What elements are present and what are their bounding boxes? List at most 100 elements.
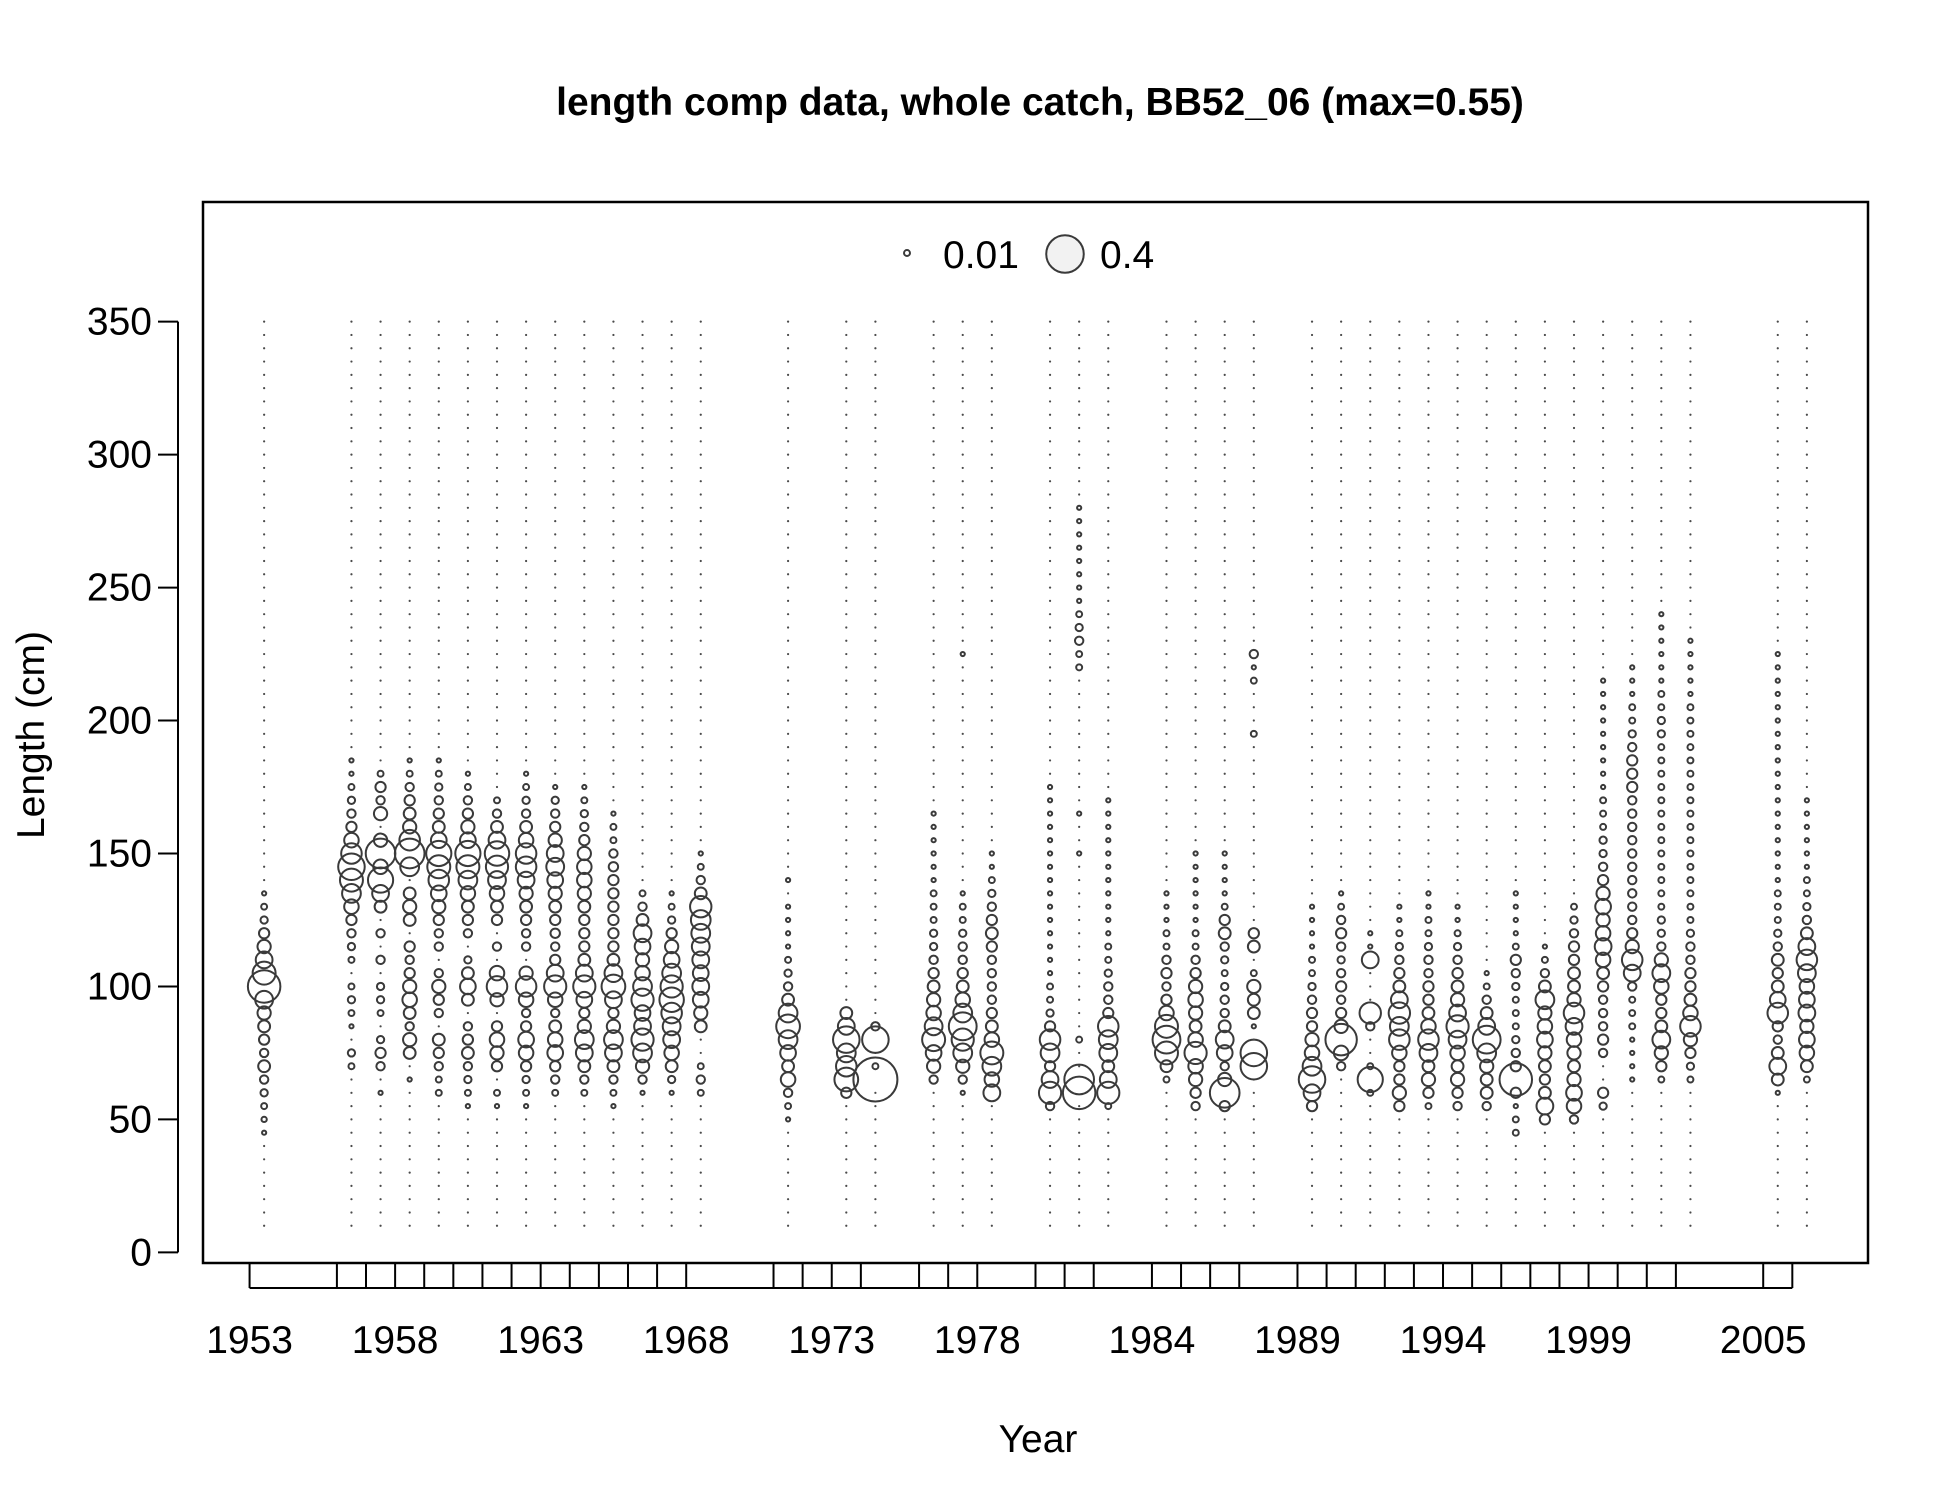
- zero-point: [379, 1171, 382, 1174]
- zero-point: [350, 466, 353, 470]
- zero-point: [1107, 1198, 1110, 1201]
- zero-point: [874, 825, 877, 828]
- zero-point: [1369, 387, 1372, 390]
- zero-point: [641, 865, 644, 868]
- zero-point: [1485, 586, 1488, 589]
- bubble: [462, 928, 474, 939]
- year-column: [337, 320, 366, 1227]
- zero-point: [1340, 626, 1343, 629]
- bubble: [1220, 955, 1230, 965]
- zero-point: [1602, 466, 1605, 470]
- zero-point: [1660, 347, 1663, 350]
- zero-point: [1485, 666, 1488, 669]
- zero-point: [1078, 440, 1081, 443]
- bubble: [1600, 704, 1607, 711]
- zero-point: [1485, 480, 1488, 483]
- zero-point: [408, 586, 411, 589]
- zero-point: [1252, 506, 1255, 509]
- zero-point: [1165, 373, 1168, 376]
- zero-point: [1514, 506, 1517, 509]
- zero-point: [961, 865, 964, 868]
- zero-point: [1310, 387, 1314, 390]
- zero-point: [845, 1144, 848, 1148]
- zero-point: [1689, 599, 1692, 602]
- zero-point: [379, 480, 382, 483]
- zero-point: [1078, 1184, 1081, 1187]
- zero-point: [1485, 1144, 1488, 1148]
- bubble: [1105, 916, 1112, 924]
- zero-point: [1776, 387, 1779, 390]
- bubble: [658, 986, 685, 1013]
- zero-point: [1514, 732, 1517, 735]
- zero-point: [990, 426, 993, 430]
- bubble: [491, 941, 503, 952]
- bubble: [1191, 942, 1200, 951]
- bubble: [1627, 901, 1638, 912]
- zero-point: [1078, 932, 1081, 935]
- bubble: [783, 968, 793, 978]
- zero-point: [1048, 732, 1052, 735]
- zero-point: [1572, 706, 1576, 709]
- zero-point: [1427, 746, 1430, 749]
- zero-point: [1485, 652, 1488, 656]
- zero-point: [961, 1171, 964, 1174]
- bubble: [779, 1044, 797, 1062]
- bubble: [1335, 967, 1347, 979]
- zero-point: [1602, 426, 1605, 430]
- zero-point: [670, 440, 673, 443]
- bubble: [257, 1059, 272, 1074]
- year-column: [689, 320, 713, 1227]
- bubble: [572, 974, 597, 999]
- zero-point: [379, 559, 382, 563]
- bubble: [1183, 1040, 1208, 1066]
- zero-point: [1776, 1211, 1779, 1214]
- zero-point: [1165, 559, 1168, 563]
- zero-point: [1078, 1211, 1081, 1214]
- zero-point: [1805, 373, 1808, 376]
- zero-point: [1310, 1118, 1314, 1121]
- zero-point: [1543, 692, 1546, 696]
- zero-point: [1602, 599, 1605, 602]
- zero-point: [1398, 1118, 1401, 1121]
- zero-point: [1631, 1158, 1634, 1161]
- zero-point: [1572, 347, 1576, 350]
- zero-point: [1107, 626, 1110, 629]
- zero-point: [350, 652, 353, 656]
- bubble: [1046, 916, 1054, 924]
- zero-point: [554, 426, 557, 430]
- bubble: [1163, 916, 1170, 924]
- zero-point: [554, 1105, 557, 1108]
- bubble: [1046, 982, 1055, 991]
- zero-point: [1660, 546, 1663, 549]
- zero-point: [1572, 426, 1576, 430]
- zero-point: [1048, 387, 1052, 390]
- zero-point: [495, 440, 499, 443]
- zero-point: [1689, 373, 1692, 376]
- zero-point: [1165, 533, 1168, 536]
- zero-point: [990, 799, 993, 802]
- zero-point: [1252, 599, 1255, 602]
- zero-point: [1369, 746, 1372, 749]
- zero-point: [495, 426, 499, 430]
- zero-point: [1310, 679, 1314, 682]
- zero-point: [379, 320, 382, 323]
- zero-point: [1485, 599, 1488, 602]
- zero-point: [1310, 426, 1314, 430]
- zero-point: [1427, 333, 1430, 337]
- zero-point: [1572, 1184, 1576, 1187]
- zero-point: [1514, 1144, 1517, 1148]
- zero-point: [466, 453, 469, 456]
- zero-point: [1543, 852, 1546, 855]
- bubble: [348, 770, 355, 777]
- zero-point: [379, 1025, 382, 1028]
- bubble: [520, 1007, 532, 1019]
- zero-point: [1572, 732, 1576, 735]
- zero-point: [1340, 852, 1343, 855]
- zero-point: [1485, 746, 1488, 749]
- zero-point: [845, 1131, 848, 1134]
- zero-point: [1660, 573, 1663, 576]
- zero-point: [641, 639, 644, 642]
- bubble: [462, 1061, 474, 1072]
- bubble: [518, 965, 534, 981]
- zero-point: [350, 573, 353, 576]
